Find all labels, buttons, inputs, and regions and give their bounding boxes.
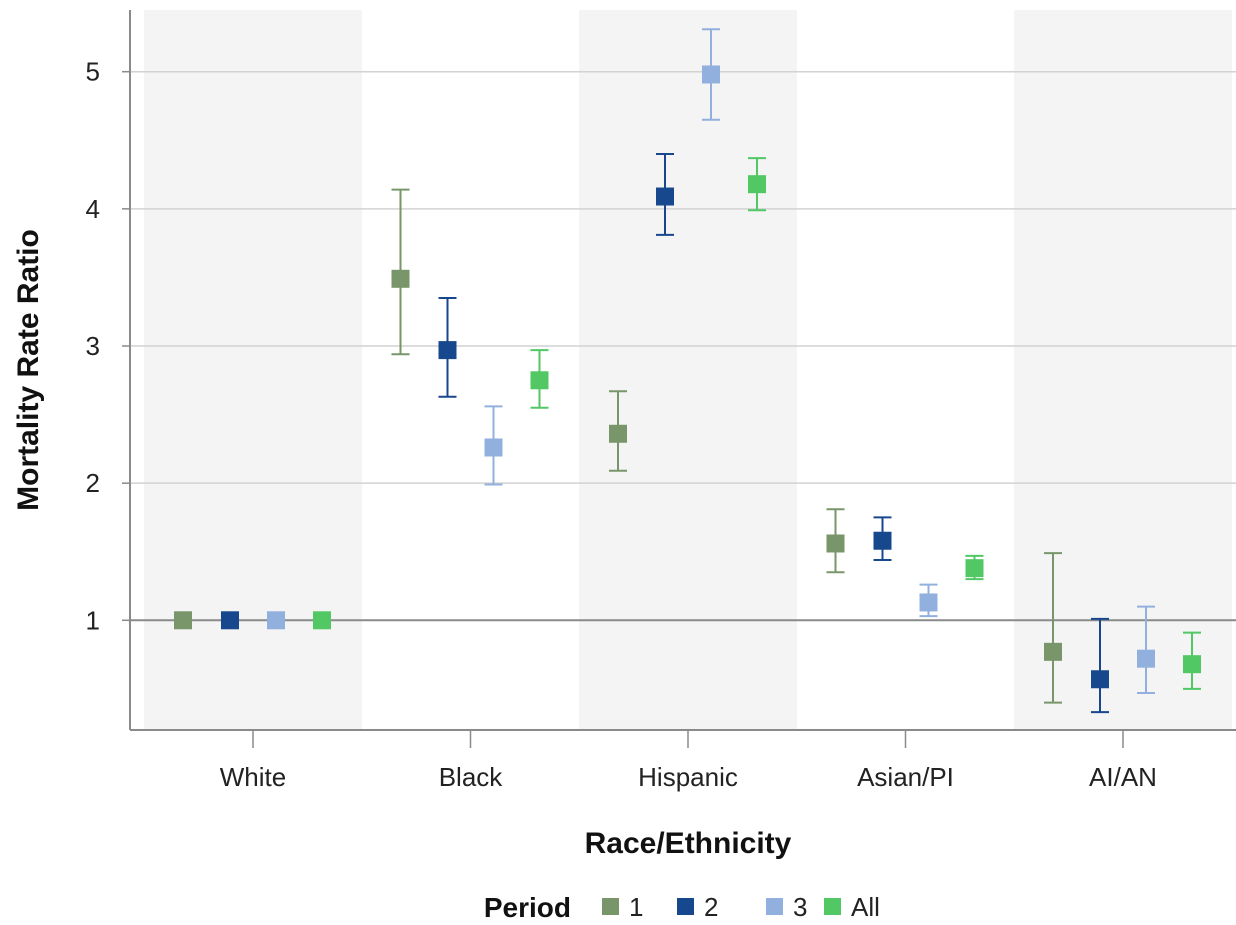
legend-title: Period [484, 892, 571, 923]
legend-swatch [824, 898, 841, 915]
x-tick-label: Asian/PI [857, 762, 954, 792]
category-band [1014, 10, 1232, 730]
x-tick-label: White [220, 762, 286, 792]
data-point [1137, 650, 1155, 668]
legend-label: 3 [793, 892, 807, 922]
data-point [827, 534, 845, 552]
y-tick-labels: 1 2 3 4 5 [86, 57, 100, 636]
y-tick-label: 4 [86, 194, 100, 224]
y-tick-label: 3 [86, 331, 100, 361]
y-axis-title: Mortality Rate Ratio [12, 229, 45, 511]
data-point [439, 341, 457, 359]
x-axis-title: Race/Ethnicity [585, 827, 792, 860]
legend-swatch [766, 898, 783, 915]
data-point [221, 611, 239, 629]
data-point [485, 438, 503, 456]
legend-label: 2 [704, 892, 718, 922]
data-point [174, 611, 192, 629]
category-bands [144, 10, 1232, 730]
legend-swatch [677, 898, 694, 915]
data-point [920, 593, 938, 611]
data-point [1044, 643, 1062, 661]
data-point [609, 425, 627, 443]
x-tick-labels: White Black Hispanic Asian/PI AI/AN [220, 762, 1157, 792]
data-point [874, 532, 892, 550]
data-point [1091, 670, 1109, 688]
legend-swatch [602, 898, 619, 915]
legend: Period 1 2 3 All [484, 892, 880, 923]
data-point [966, 559, 984, 577]
x-tick-label: Hispanic [638, 762, 738, 792]
y-tick-label: 5 [86, 57, 100, 87]
data-point [656, 188, 674, 206]
data-point [531, 371, 549, 389]
data-point [313, 611, 331, 629]
data-point [392, 270, 410, 288]
data-point [267, 611, 285, 629]
legend-label: All [851, 892, 880, 922]
data-point [702, 65, 720, 83]
legend-label: 1 [629, 892, 643, 922]
data-point [1183, 655, 1201, 673]
data-point [748, 175, 766, 193]
x-tick-label: AI/AN [1089, 762, 1157, 792]
category-band [579, 10, 797, 730]
y-tick-label: 1 [86, 605, 100, 635]
x-tick-label: Black [439, 762, 504, 792]
y-tick-label: 2 [86, 468, 100, 498]
